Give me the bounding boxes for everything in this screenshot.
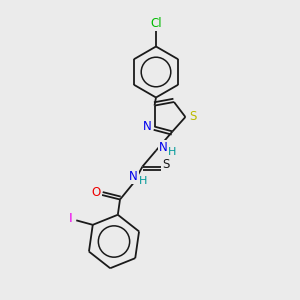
Text: H: H (139, 176, 148, 186)
Text: S: S (162, 158, 169, 171)
Text: N: N (142, 119, 152, 133)
Text: H: H (168, 147, 177, 157)
Text: O: O (92, 186, 100, 199)
Text: Cl: Cl (150, 17, 162, 30)
Text: I: I (69, 212, 73, 225)
Text: N: N (159, 141, 168, 154)
Text: S: S (190, 110, 197, 123)
Text: N: N (129, 170, 138, 183)
